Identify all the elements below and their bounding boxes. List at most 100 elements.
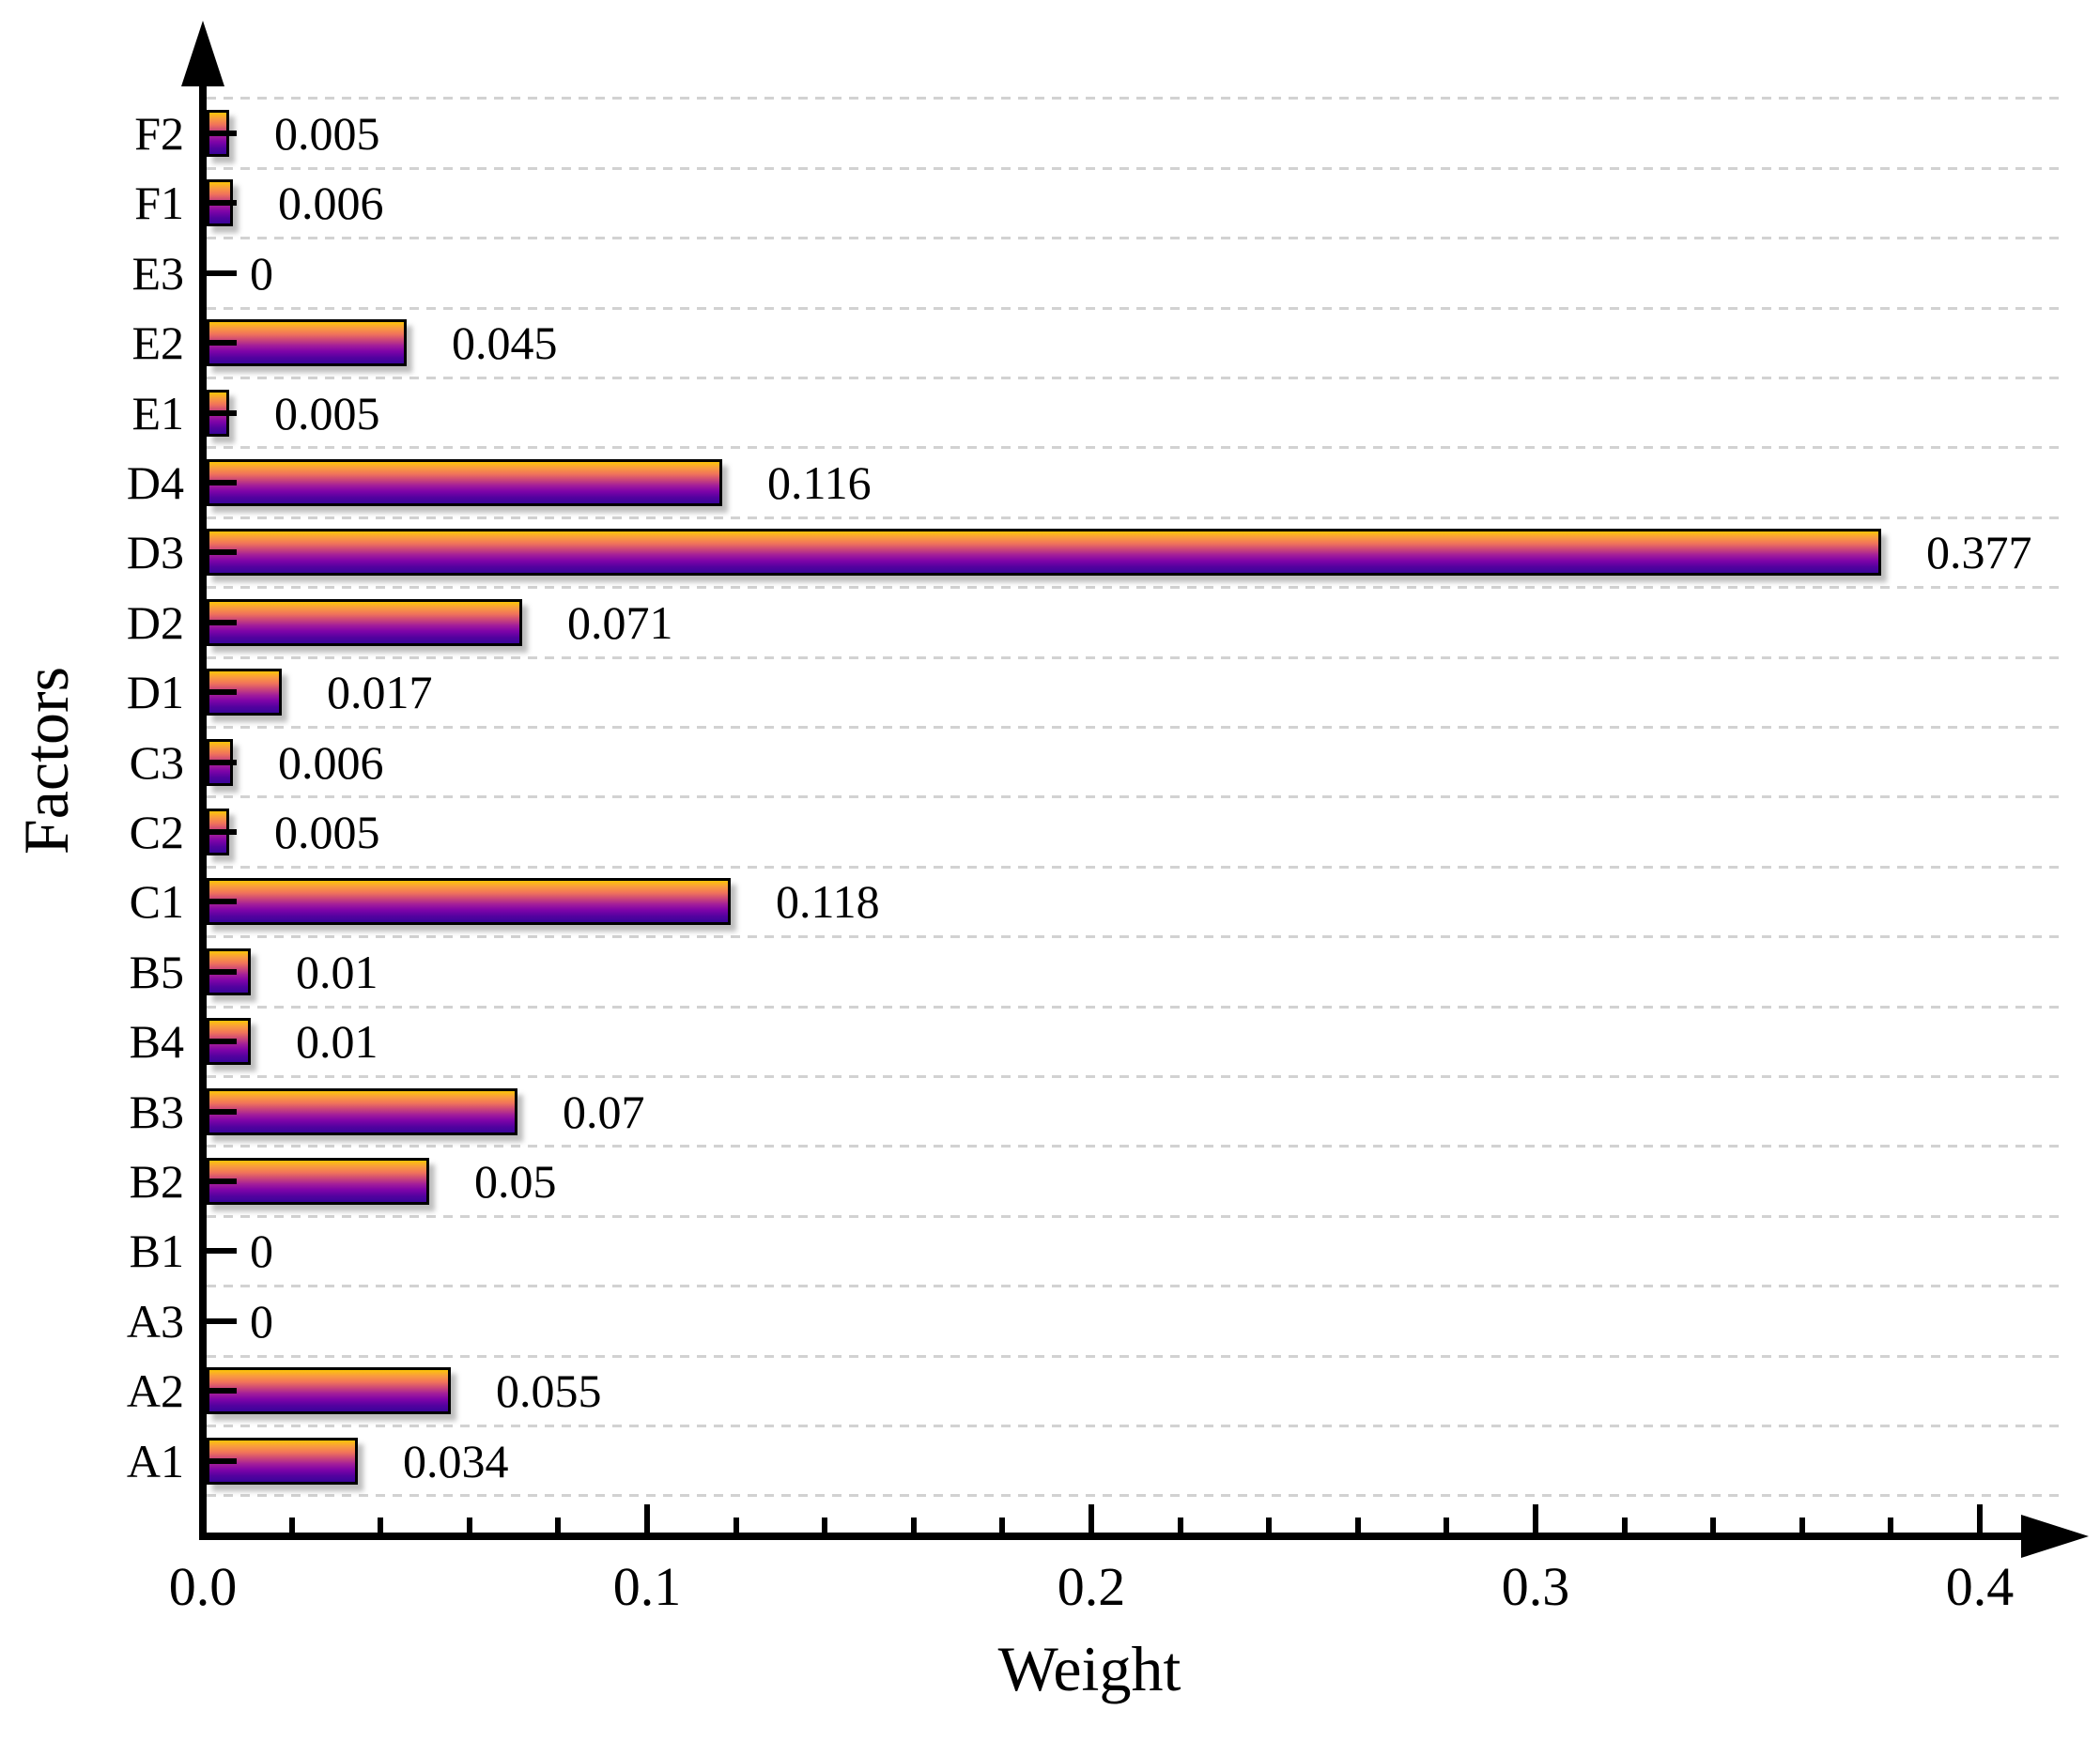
x-major-tick	[200, 1504, 206, 1533]
gridline	[207, 655, 2066, 659]
bar-value-label: 0.005	[274, 386, 380, 439]
bar-value-label: 0.055	[496, 1364, 602, 1418]
bar-value-label: 0.017	[327, 666, 433, 719]
bar-value-label: 0.116	[767, 456, 872, 509]
bar-value-label: 0	[250, 246, 273, 300]
gridline	[207, 446, 2066, 450]
x-minor-tick	[1710, 1518, 1717, 1533]
x-major-tick	[1977, 1504, 1983, 1533]
x-minor-tick	[1266, 1518, 1273, 1533]
gridline	[207, 237, 2066, 240]
gridline	[207, 1285, 2066, 1288]
gridline	[207, 1424, 2066, 1427]
gridline	[207, 1214, 2066, 1218]
category-label: D4	[126, 456, 184, 509]
x-minor-tick	[1177, 1518, 1183, 1533]
bar-value-label: 0.006	[278, 735, 384, 789]
bar	[207, 1158, 429, 1205]
y-axis-tick	[207, 340, 237, 347]
gridline	[207, 1005, 2066, 1009]
bar-value-label: 0.377	[1926, 526, 2032, 579]
category-label: B3	[129, 1085, 184, 1138]
y-axis-tick	[207, 619, 237, 625]
bar	[207, 529, 1881, 577]
y-axis-tick	[207, 270, 237, 276]
category-label: F1	[134, 177, 184, 230]
category-label: B5	[129, 945, 184, 998]
x-minor-tick	[1354, 1518, 1361, 1533]
y-axis-tick	[207, 409, 237, 416]
gridline	[207, 725, 2066, 729]
category-label: E2	[131, 316, 184, 370]
gridline	[207, 376, 2066, 379]
y-axis-arrow-icon	[181, 21, 224, 86]
bar-value-label: 0	[250, 1225, 273, 1278]
x-minor-tick	[1888, 1518, 1894, 1533]
gridline	[207, 865, 2066, 869]
x-tick-label: 0.0	[168, 1556, 238, 1617]
gridline	[207, 1354, 2066, 1358]
y-axis-tick	[207, 1039, 237, 1045]
category-label: B2	[129, 1155, 184, 1208]
y-axis-tick	[207, 1108, 237, 1115]
bar	[207, 598, 522, 646]
x-tick-label: 0.1	[612, 1556, 682, 1617]
category-label: D3	[126, 526, 184, 579]
y-axis-tick	[207, 480, 237, 485]
category-label: A3	[126, 1294, 184, 1348]
bar-value-label: 0.07	[563, 1085, 645, 1138]
category-label: D1	[126, 666, 184, 719]
y-axis-tick	[207, 759, 237, 765]
x-axis-line	[199, 1533, 2029, 1540]
category-label: E3	[131, 246, 184, 300]
bar	[207, 1087, 517, 1135]
gridline	[207, 166, 2066, 170]
y-axis-tick	[207, 1179, 237, 1184]
y-axis-line	[199, 56, 207, 1540]
x-minor-tick	[733, 1518, 739, 1533]
x-minor-tick	[466, 1518, 472, 1533]
category-label: B1	[129, 1225, 184, 1278]
category-label: A1	[126, 1434, 184, 1487]
bar	[207, 459, 722, 506]
x-major-tick	[1089, 1504, 1094, 1533]
bar-value-label: 0.05	[474, 1155, 557, 1208]
gridline	[207, 1494, 2066, 1498]
bar-value-label: 0.005	[274, 806, 380, 858]
category-label: B4	[129, 1015, 184, 1069]
category-label: C1	[129, 875, 184, 929]
category-label: A2	[126, 1364, 184, 1418]
x-minor-tick	[910, 1518, 917, 1533]
y-axis-tick	[207, 200, 237, 207]
x-minor-tick	[555, 1518, 562, 1533]
gridline	[207, 1145, 2066, 1148]
gridline	[207, 516, 2066, 519]
x-minor-tick	[1799, 1518, 1805, 1533]
x-minor-tick	[1621, 1518, 1628, 1533]
category-label: E1	[131, 386, 184, 439]
bar-value-label: 0	[250, 1294, 273, 1348]
x-major-tick	[644, 1504, 650, 1533]
gridline	[207, 795, 2066, 799]
bar-value-label: 0.071	[567, 595, 673, 649]
y-axis-tick	[207, 1388, 237, 1394]
bar-value-label: 0.034	[403, 1434, 509, 1487]
x-minor-tick	[822, 1518, 828, 1533]
x-tick-label: 0.4	[1945, 1556, 2015, 1617]
x-tick-label: 0.3	[1501, 1556, 1570, 1617]
bar-value-label: 0.006	[278, 177, 384, 230]
x-minor-tick	[288, 1518, 295, 1533]
y-axis-tick	[207, 968, 237, 975]
y-axis-tick	[207, 899, 237, 905]
y-axis-tick	[207, 1317, 237, 1324]
x-axis-title: Weight	[997, 1633, 1181, 1704]
x-minor-tick	[378, 1518, 384, 1533]
bar-value-label: 0.01	[296, 945, 378, 998]
y-axis-tick	[207, 1248, 237, 1255]
bar-value-label: 0.01	[296, 1015, 378, 1069]
x-major-tick	[1533, 1504, 1538, 1533]
y-axis-tick	[207, 131, 237, 136]
gridline	[207, 586, 2066, 590]
bar	[207, 1367, 451, 1415]
gridline	[207, 306, 2066, 310]
